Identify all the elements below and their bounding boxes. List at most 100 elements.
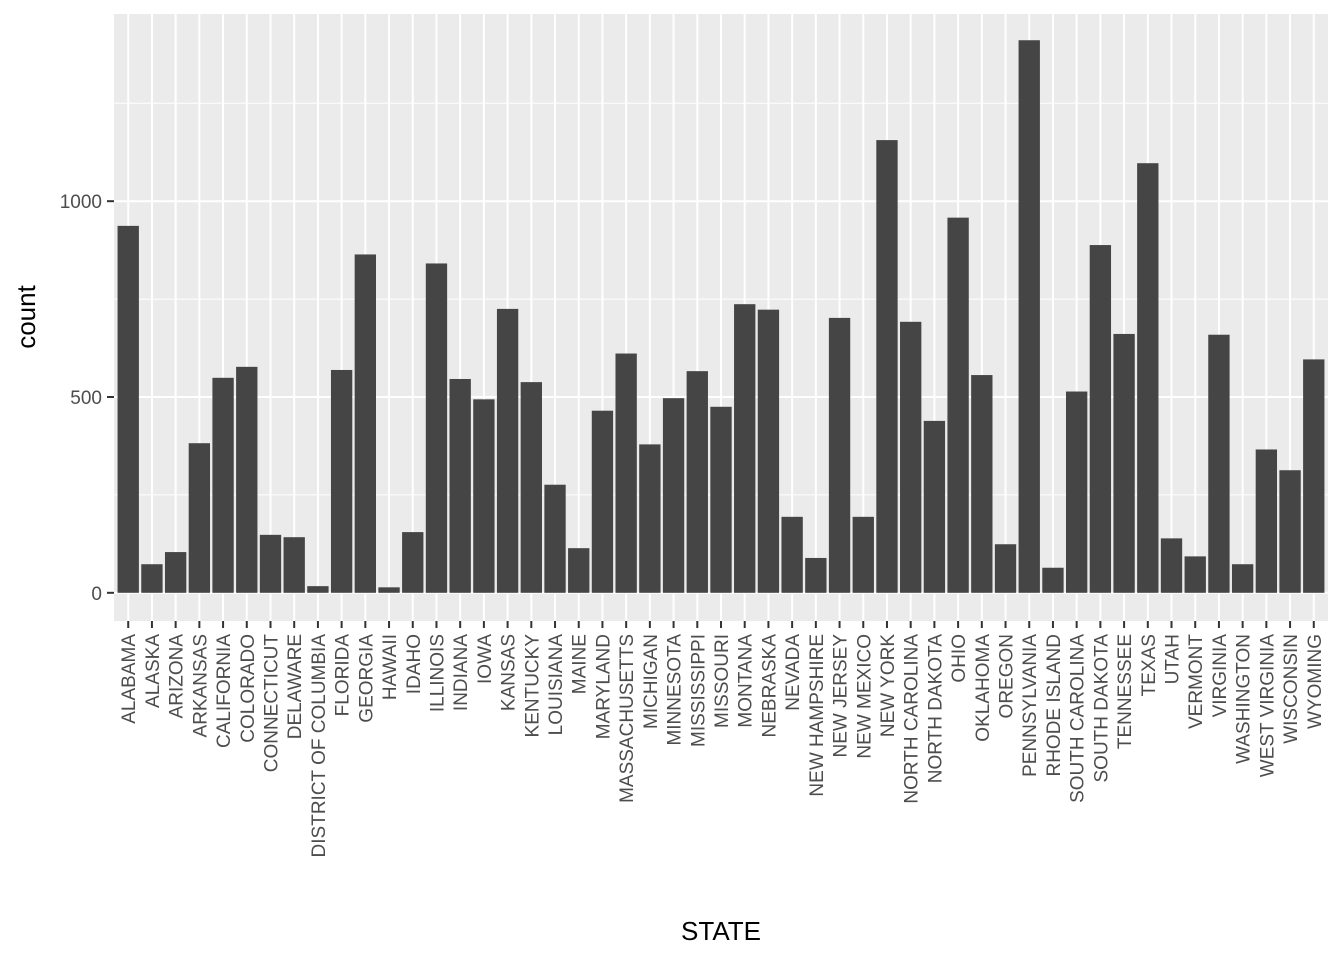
bar-tennessee — [1113, 333, 1135, 593]
x-tick-label: IOWA — [475, 634, 496, 684]
x-tick-label: ILLINOIS — [427, 634, 448, 712]
bar-georgia — [354, 254, 377, 593]
x-tick-label: WISCONSIN — [1281, 634, 1302, 744]
bar-wisconsin — [1279, 470, 1301, 593]
x-tick-label: NEW MEXICO — [854, 634, 875, 759]
x-tick-label: TEXAS — [1139, 634, 1160, 696]
bar-montana — [734, 304, 756, 593]
bar-maine — [568, 548, 590, 593]
bar-washington — [1231, 564, 1254, 593]
x-tick-label: RHODE ISLAND — [1044, 634, 1065, 777]
bar-michigan — [639, 444, 661, 593]
x-tick-label: NEBRASKA — [759, 634, 780, 738]
x-tick-label: NEW HAMPSHIRE — [807, 634, 828, 797]
bar-california — [212, 377, 234, 593]
bar-ohio — [947, 217, 969, 593]
bar-louisiana — [544, 484, 566, 593]
x-tick-label: WASHINGTON — [1234, 634, 1255, 764]
bar-delaware — [283, 537, 305, 593]
bar-south-dakota — [1089, 245, 1112, 593]
bar-new-jersey — [828, 317, 851, 593]
bar-iowa — [473, 399, 495, 593]
bar-south-carolina — [1065, 391, 1088, 593]
x-tick-label: PENNSYLVANIA — [1020, 634, 1041, 777]
x-tick-label: KENTUCKY — [522, 634, 543, 738]
bar-massachusetts — [615, 353, 637, 593]
bar-illinois — [425, 263, 448, 593]
y-axis: 0 500 1000 — [60, 192, 114, 605]
bar-minnesota — [662, 398, 685, 593]
x-tick-label: OHIO — [949, 634, 970, 683]
x-tick-label: HAWAII — [380, 634, 401, 700]
x-tick-label: SOUTH DAKOTA — [1091, 634, 1112, 783]
bar-district-of-columbia — [307, 586, 329, 593]
bar-mississippi — [686, 371, 708, 593]
x-tick-label: IDAHO — [404, 634, 425, 694]
x-tick-label: INDIANA — [451, 634, 472, 711]
x-tick-label: KANSAS — [499, 634, 520, 711]
bar-vermont — [1184, 556, 1206, 593]
x-tick-label: NORTH DAKOTA — [925, 634, 946, 784]
x-tick-label: NEVADA — [783, 634, 804, 711]
x-tick-label: NEW JERSEY — [831, 634, 852, 758]
bar-virginia — [1208, 334, 1230, 593]
x-tick-label: VIRGINIA — [1210, 634, 1231, 718]
x-tick-label: TENNESSEE — [1115, 634, 1136, 749]
x-tick-label: ARKANSAS — [190, 634, 211, 737]
x-tick-label: ARIZONA — [167, 634, 188, 719]
x-tick-label: MISSISSIPPI — [688, 634, 709, 747]
bar-maryland — [591, 410, 614, 593]
bar-new-mexico — [852, 516, 874, 593]
x-tick-label: OREGON — [997, 634, 1018, 718]
x-tick-label: MONTANA — [736, 634, 757, 728]
bar-kansas — [496, 308, 519, 593]
x-tick-label: MICHIGAN — [641, 634, 662, 729]
x-tick-label: WEST VIRGINIA — [1257, 634, 1278, 778]
bar-nebraska — [757, 309, 780, 593]
bar-oklahoma — [971, 375, 993, 593]
x-tick-label: MASSACHUSETTS — [617, 634, 638, 803]
x-tick-label: CONNECTICUT — [261, 634, 282, 773]
bar-arizona — [164, 552, 187, 593]
x-tick-label: NORTH CAROLINA — [902, 634, 923, 804]
x-tick-label: ALASKA — [143, 634, 164, 708]
bar-north-dakota — [923, 420, 946, 593]
bar-oregon — [994, 544, 1017, 593]
bar-hawaii — [378, 587, 400, 593]
bar-utah — [1160, 538, 1183, 593]
x-tick-label: GEORGIA — [356, 634, 377, 723]
x-tick-label: MAINE — [570, 634, 591, 694]
x-tick-label: WYOMING — [1305, 634, 1326, 729]
bar-north-carolina — [900, 321, 922, 593]
x-tick-label: DELAWARE — [285, 634, 306, 739]
x-tick-label: SOUTH CAROLINA — [1068, 634, 1089, 803]
bar-indiana — [449, 378, 471, 593]
x-tick-label: NEW YORK — [878, 634, 899, 737]
bar-pennsylvania — [1018, 40, 1040, 593]
y-tick-label: 0 — [91, 584, 102, 605]
bar-florida — [330, 369, 353, 593]
bar-connecticut — [259, 534, 282, 593]
bar-wyoming — [1303, 359, 1325, 593]
x-tick-label: CALIFORNIA — [214, 634, 235, 748]
x-axis: ALABAMA ALASKA ARIZONA ARKANSAS CALIFORNIA CO… — [119, 621, 1326, 857]
bar-west-virginia — [1255, 449, 1278, 593]
x-tick-label: OKLAHOMA — [973, 634, 994, 742]
x-tick-label: MINNESOTA — [665, 634, 686, 746]
bar-idaho — [402, 532, 424, 593]
x-tick-label: DISTRICT OF COLUMBIA — [309, 634, 330, 858]
x-tick-label: UTAH — [1163, 634, 1184, 684]
bar-kentucky — [520, 382, 542, 593]
x-tick-label: VERMONT — [1186, 634, 1207, 729]
bars — [117, 40, 1325, 593]
bar-new-hampshire — [805, 557, 827, 593]
bar-missouri — [710, 406, 732, 593]
bar-new-york — [876, 140, 898, 593]
y-tick-label: 500 — [70, 388, 102, 409]
y-axis-title: count — [11, 284, 41, 348]
bar-colorado — [236, 366, 258, 593]
bar-arkansas — [188, 443, 211, 593]
x-tick-label: ALABAMA — [119, 634, 140, 724]
x-tick-label: COLORADO — [238, 634, 259, 743]
